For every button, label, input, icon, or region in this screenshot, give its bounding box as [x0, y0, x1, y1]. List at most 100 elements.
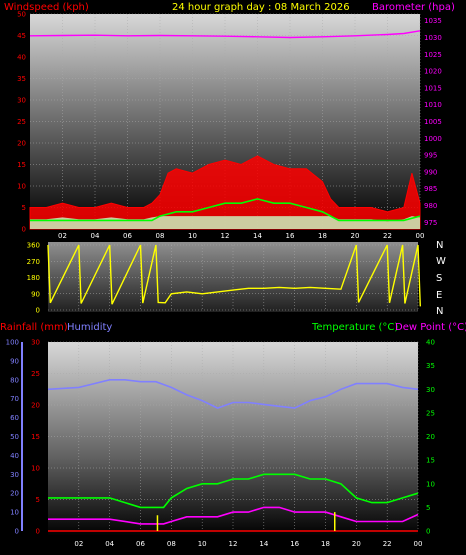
- rainfall-axis-title: Rainfall (mm): [0, 322, 68, 333]
- humidity-y-tick-90: 90: [10, 357, 19, 365]
- baro-y-tick-995: 995: [424, 152, 437, 160]
- dir-y-tick-270: 270: [27, 258, 40, 266]
- baro-y-tick-1000: 1000: [424, 135, 442, 143]
- humidity-y-tick-60: 60: [10, 414, 19, 422]
- humidity-y-tick-70: 70: [10, 395, 19, 403]
- wind-y-tick-40: 40: [17, 54, 26, 62]
- wind-y-tick-35: 35: [17, 75, 26, 83]
- baro-y-tick-980: 980: [424, 202, 437, 210]
- compass-label-n-bottom: N: [436, 306, 443, 317]
- rain-x-tick-18: 18: [321, 540, 330, 548]
- wind-x-tick-04: 04: [91, 232, 100, 240]
- baro-y-tick-1030: 1030: [424, 34, 442, 42]
- rain-x-tick-02: 02: [74, 540, 83, 548]
- dewpoint-axis-title: Dew Point (°C): [395, 322, 466, 333]
- rain-x-tick-22: 22: [383, 540, 392, 548]
- baro-y-tick-1025: 1025: [424, 51, 442, 59]
- windspeed-axis-title: Windspeed (kph): [4, 2, 89, 13]
- rain-y-tick-20: 20: [31, 402, 40, 410]
- temp-y-tick-20: 20: [426, 433, 435, 441]
- wind-y-tick-20: 20: [17, 140, 26, 148]
- humidity-y-tick-0: 0: [15, 528, 19, 536]
- baro-y-tick-975: 975: [424, 219, 437, 227]
- humidity-series: [47, 378, 419, 409]
- temp-y-tick-35: 35: [426, 362, 435, 370]
- direction-panel: [48, 242, 418, 312]
- humidity-y-tick-40: 40: [10, 452, 19, 460]
- wind-direction-series: [47, 244, 421, 307]
- temp-y-tick-5: 5: [426, 504, 430, 512]
- rain-x-tick-10: 10: [198, 540, 207, 548]
- humidity-y-tick-30: 30: [10, 471, 19, 479]
- dir-y-tick-90: 90: [31, 290, 40, 298]
- temp-y-tick-30: 30: [426, 386, 435, 394]
- rain-x-tick-08: 08: [167, 540, 176, 548]
- barometer-series: [29, 30, 421, 39]
- rain-y-tick-5: 5: [36, 496, 40, 504]
- humidity-y-tick-100: 100: [6, 339, 19, 347]
- wind-y-tick-15: 15: [17, 161, 26, 169]
- rain-x-tick-06: 06: [136, 540, 145, 548]
- humidity-y-tick-80: 80: [10, 376, 19, 384]
- humidity-y-tick-20: 20: [10, 490, 19, 498]
- dir-y-tick-360: 360: [27, 242, 40, 250]
- temperature-axis-title: Temperature (°C): [311, 322, 398, 333]
- wind-x-tick-20: 20: [351, 232, 360, 240]
- humidity-axis-title: Humidity: [67, 322, 112, 333]
- wind-x-tick-00: 00: [416, 232, 425, 240]
- rain-x-tick-14: 14: [259, 540, 268, 548]
- wind-gust-series: [29, 155, 421, 230]
- rain-x-tick-20: 20: [352, 540, 361, 548]
- baro-y-tick-985: 985: [424, 185, 437, 193]
- baro-y-tick-1020: 1020: [424, 68, 442, 76]
- wind-y-tick-10: 10: [17, 183, 26, 191]
- chart-title: 24 hour graph day : 08 March 2026: [172, 2, 350, 13]
- baro-y-tick-990: 990: [424, 168, 437, 176]
- rain-x-tick-04: 04: [105, 540, 114, 548]
- wind-x-tick-18: 18: [318, 232, 327, 240]
- wind-x-tick-16: 16: [286, 232, 295, 240]
- wind-y-tick-30: 30: [17, 97, 26, 105]
- rain-y-tick-30: 30: [31, 339, 40, 347]
- rain-y-tick-15: 15: [31, 433, 40, 441]
- rain-x-tick-12: 12: [229, 540, 238, 548]
- wind-y-tick-0: 0: [22, 226, 26, 234]
- dir-y-tick-180: 180: [27, 274, 40, 282]
- temp-y-tick-10: 10: [426, 480, 435, 488]
- baro-y-tick-1015: 1015: [424, 84, 442, 92]
- wind-x-tick-08: 08: [156, 232, 165, 240]
- temp-y-tick-0: 0: [426, 528, 430, 536]
- compass-label-w: W: [436, 256, 446, 267]
- dir-y-tick-0: 0: [36, 307, 40, 315]
- compass-label-n-top: N: [436, 240, 443, 251]
- rain-x-tick-16: 16: [290, 540, 299, 548]
- wind-y-tick-45: 45: [17, 32, 26, 40]
- temperature-series: [48, 473, 419, 509]
- humidity-y-tick-10: 10: [10, 509, 19, 517]
- rain-x-tick-00: 00: [414, 540, 423, 548]
- compass-label-s: S: [436, 273, 442, 284]
- wind-average-series: [30, 198, 421, 222]
- wind-x-tick-02: 02: [58, 232, 67, 240]
- temp-y-tick-15: 15: [426, 457, 435, 465]
- wind-y-tick-5: 5: [22, 204, 26, 212]
- baro-y-tick-1010: 1010: [424, 101, 442, 109]
- baro-y-tick-1005: 1005: [424, 118, 442, 126]
- rain-y-tick-0: 0: [36, 528, 40, 536]
- wind-y-tick-25: 25: [17, 118, 26, 126]
- rain-y-tick-25: 25: [31, 370, 40, 378]
- wind-y-tick-50: 50: [17, 11, 26, 19]
- dewpoint-series: [48, 506, 419, 525]
- temp-y-tick-25: 25: [426, 409, 435, 417]
- baro-y-tick-1035: 1035: [424, 17, 442, 25]
- barometer-axis-title: Barometer (hpa): [372, 2, 455, 13]
- wind-x-tick-22: 22: [383, 232, 392, 240]
- compass-label-e: E: [436, 290, 442, 301]
- temp-y-tick-40: 40: [426, 339, 435, 347]
- wind-x-tick-12: 12: [221, 232, 230, 240]
- wind-x-tick-10: 10: [188, 232, 197, 240]
- wind-x-tick-14: 14: [253, 232, 262, 240]
- wind-x-tick-06: 06: [123, 232, 132, 240]
- wind-distribution-band: [30, 216, 420, 229]
